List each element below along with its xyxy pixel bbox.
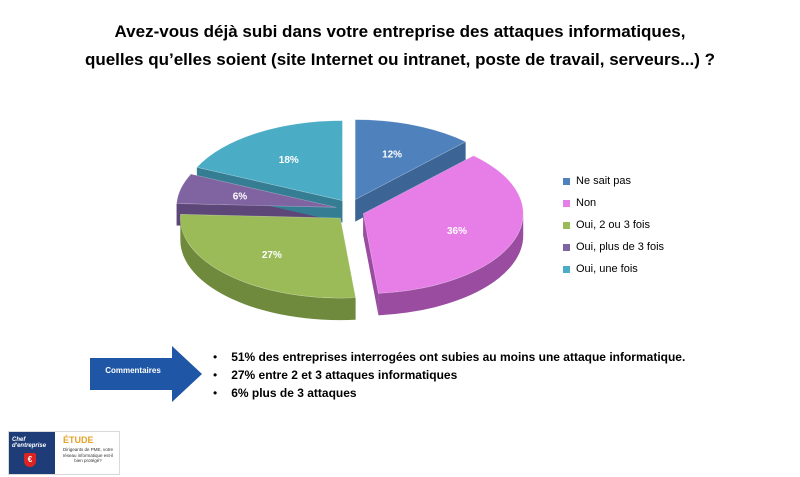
legend-swatch	[563, 265, 570, 273]
data-label: 12%	[382, 150, 402, 161]
comment-item: • 6% plus de 3 attaques	[213, 386, 357, 400]
legend-label: Ne sait pas	[576, 175, 632, 187]
comment-text: 27% entre 2 et 3 attaques informatiques	[231, 368, 458, 382]
comment-item: • 27% entre 2 et 3 attaques informatiques	[213, 368, 458, 382]
data-label: 18%	[279, 155, 299, 166]
legend-item: Non	[563, 192, 664, 214]
data-label: 6%	[233, 192, 248, 203]
comment-text: 51% des entreprises interrogées ont subi…	[231, 350, 686, 364]
badge-title: ÉTUDE	[63, 435, 94, 445]
comments-arrow	[90, 346, 202, 402]
chart-legend: Ne sait pas Non Oui, 2 ou 3 fois Oui, pl…	[563, 170, 664, 280]
pie-slice	[180, 213, 356, 299]
legend-label: Oui, plus de 3 fois	[576, 241, 665, 253]
pie-tops: 12% 36% 27% 6% 18%	[176, 119, 524, 299]
comment-text: 6% plus de 3 attaques	[231, 386, 357, 400]
pie-slice-face	[363, 213, 379, 316]
pie-slice	[176, 173, 337, 208]
badge-logo-panel: Chef d'entreprise €	[9, 432, 55, 474]
study-badge: Chef d'entreprise € ÉTUDE Dirigeants de …	[8, 431, 120, 475]
pie-slice-side	[378, 213, 524, 316]
legend-swatch	[563, 221, 570, 229]
badge-text: Dirigeants de PME, votre réseau informat…	[62, 447, 114, 463]
legend-label: Oui, 2 ou 3 fois	[576, 219, 650, 231]
pie-slice	[196, 120, 343, 201]
pie-slices: 12% 36% 27% 6% 18%	[176, 119, 524, 321]
legend-item: Oui, une fois	[563, 258, 664, 280]
legend-item: Oui, plus de 3 fois	[563, 236, 664, 258]
legend-label: Non	[576, 197, 597, 209]
chart-title-line1: Avez-vous déjà subi dans votre entrepris…	[114, 22, 686, 41]
pie-slice	[362, 155, 524, 294]
legend-item: Ne sait pas	[563, 170, 664, 192]
legend-swatch	[563, 177, 570, 185]
pie-slice-side	[180, 218, 356, 321]
legend-item: Oui, 2 ou 3 fois	[563, 214, 664, 236]
data-label: 27%	[262, 250, 282, 261]
legend-swatch	[563, 243, 570, 251]
comments-list: • 51% des entreprises interrogées ont sub…	[213, 348, 685, 402]
shield-icon: €	[24, 453, 36, 467]
comments-label: Commentaires	[105, 366, 161, 375]
chart-title: Avez-vous déjà subi dans votre entrepris…	[0, 18, 800, 74]
pie-slice	[354, 119, 467, 201]
chart-title-line2: quelles qu’elles soient (site Internet o…	[84, 50, 716, 69]
legend-swatch	[563, 199, 570, 207]
pie-slice-face	[355, 141, 466, 222]
legend-label: Oui, une fois	[576, 263, 638, 275]
data-label: 36%	[447, 226, 467, 237]
comment-item: • 51% des entreprises interrogées ont sub…	[213, 350, 686, 364]
badge-brand: Chef d'entreprise	[12, 437, 47, 449]
